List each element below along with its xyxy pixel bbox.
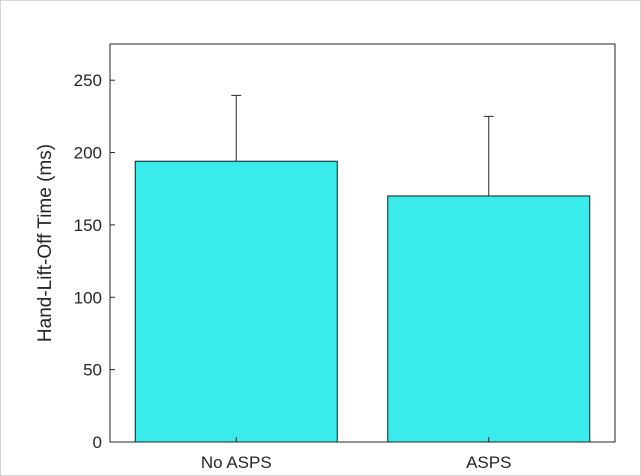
error-bars-group bbox=[231, 94, 494, 196]
y-tick-label: 0 bbox=[93, 433, 102, 452]
bar-no-asps bbox=[134, 160, 338, 443]
x-tick-label: No ASPS bbox=[201, 453, 272, 472]
y-axis-ticks: 0 50 100 150 200 250 bbox=[74, 71, 115, 452]
y-tick-label: 200 bbox=[74, 144, 102, 163]
y-tick-label: 150 bbox=[74, 216, 102, 235]
y-tick-label: 100 bbox=[74, 288, 102, 307]
bar-asps bbox=[387, 195, 591, 443]
bars-group bbox=[134, 160, 591, 443]
y-tick-label: 250 bbox=[74, 71, 102, 90]
x-axis-ticks: No ASPS ASPS bbox=[201, 437, 511, 472]
x-tick-label: ASPS bbox=[466, 453, 511, 472]
y-axis-label: Hand-Lift-Off Time (ms) bbox=[35, 144, 56, 342]
plot-area-border bbox=[109, 43, 616, 443]
y-tick-label: 50 bbox=[83, 361, 102, 380]
